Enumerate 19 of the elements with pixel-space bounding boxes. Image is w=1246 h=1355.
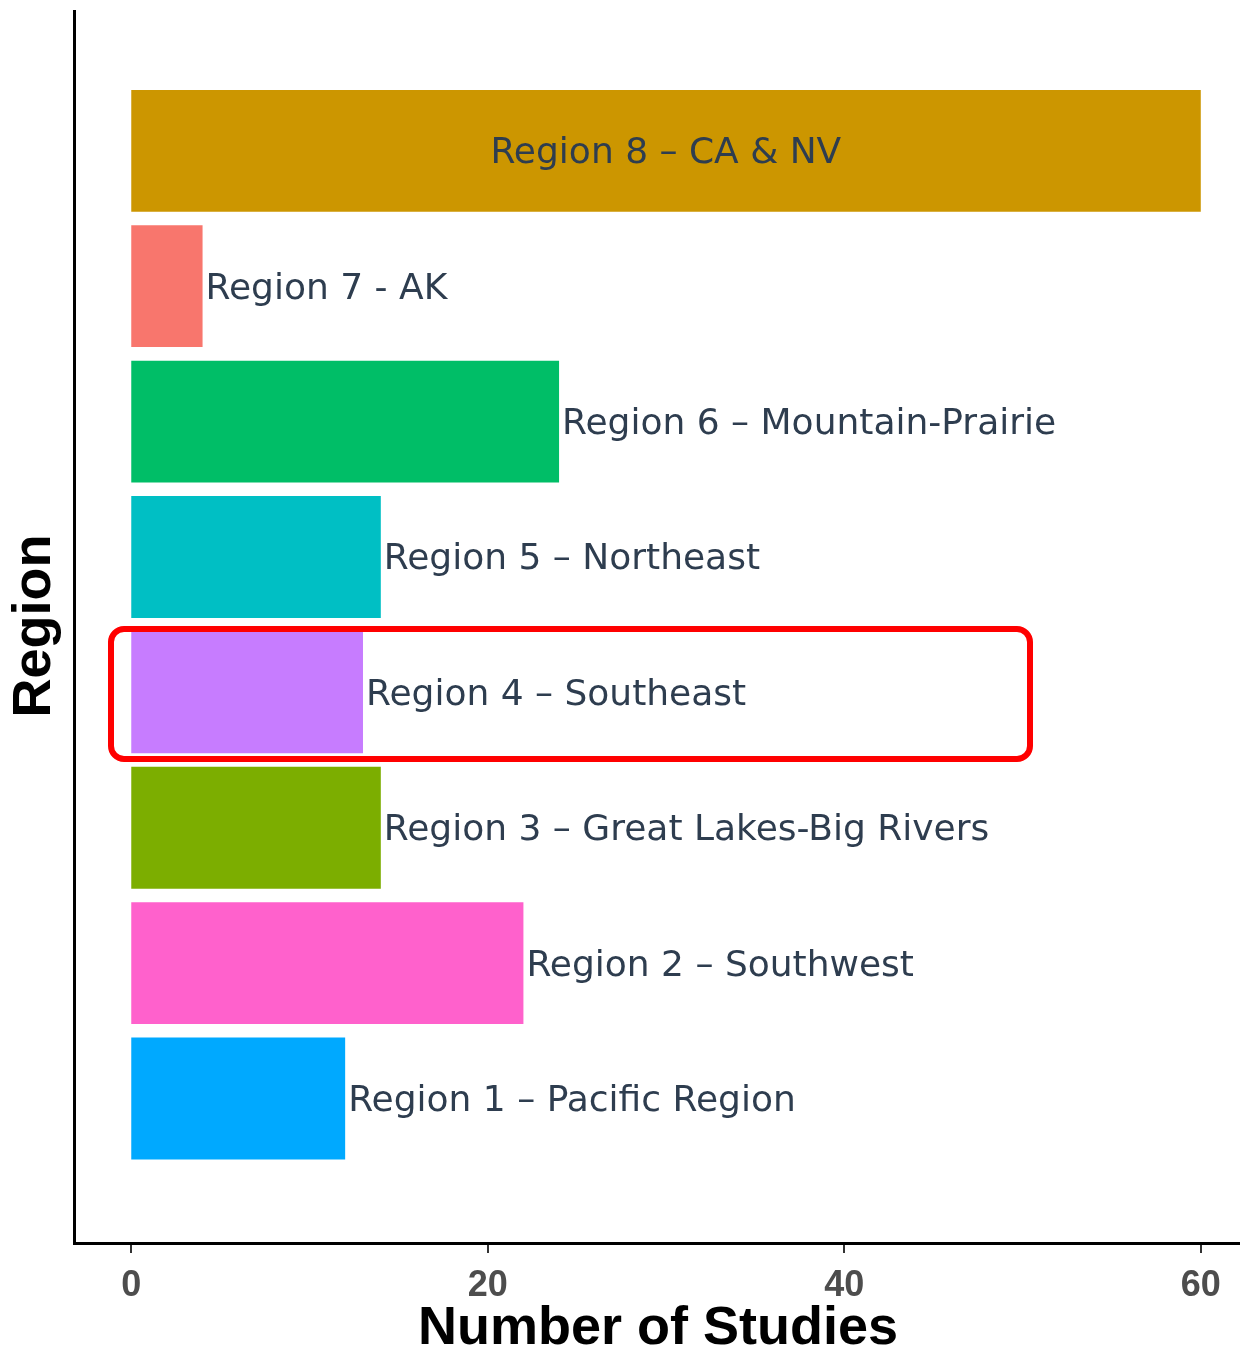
bar bbox=[131, 1037, 346, 1160]
bar bbox=[131, 225, 203, 348]
bar bbox=[131, 496, 381, 618]
y-tick-label: Region 4 – Southeast bbox=[365, 671, 747, 713]
y-tick-label: Region 2 – Southwest bbox=[526, 942, 914, 984]
y-axis-title: Region bbox=[0, 534, 61, 718]
bar bbox=[131, 902, 524, 1025]
bar bbox=[131, 631, 363, 754]
y-tick-label: Region 3 – Great Lakes-Big Rivers bbox=[383, 807, 990, 849]
bar bbox=[131, 766, 381, 889]
x-tick-label: 0 bbox=[121, 1263, 142, 1305]
y-tick-label: Region 7 - AK bbox=[205, 265, 449, 307]
y-tick-label: Region 8 – CA & NV bbox=[490, 130, 842, 172]
y-tick-label: Region 1 – Pacific Region bbox=[348, 1077, 796, 1119]
y-tick-label: Region 6 – Mountain-Prairie bbox=[562, 401, 1057, 443]
y-tick-label: Region 5 – Northeast bbox=[383, 536, 761, 578]
x-tick-label: 60 bbox=[1180, 1263, 1221, 1305]
bar bbox=[131, 89, 1201, 212]
bar bbox=[131, 360, 560, 483]
